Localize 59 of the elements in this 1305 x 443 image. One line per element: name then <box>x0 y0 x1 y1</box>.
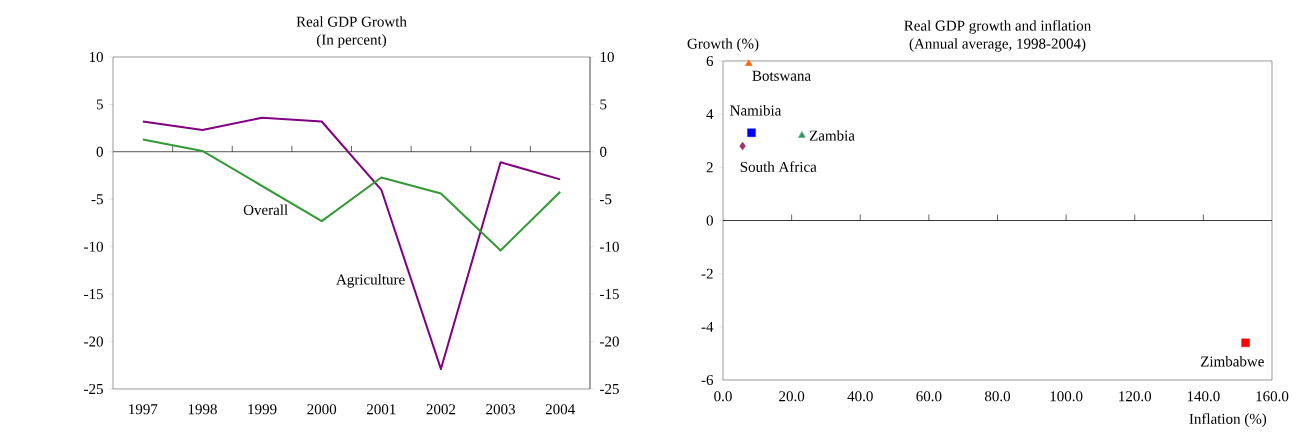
y-tick-label: -5 <box>91 194 103 205</box>
y-tick-label: 4 <box>706 109 714 120</box>
y-tick-label: 5 <box>96 99 103 110</box>
series-label: Agriculture <box>336 274 405 288</box>
y-tick-label: -10 <box>84 241 103 252</box>
x-tick-label: 160.0 <box>1256 391 1289 402</box>
x-tick-label: 1999 <box>248 404 277 415</box>
y-tick-label: -20 <box>84 336 103 347</box>
y2-tick-label: -20 <box>600 336 619 347</box>
x-tick-label: 100.0 <box>1050 391 1083 402</box>
y-tick-label: 0 <box>96 146 103 157</box>
x-tick-label: 20.0 <box>779 391 805 402</box>
series-label: Zimbabwe <box>1200 355 1264 367</box>
y2-tick-label: -15 <box>600 289 619 300</box>
y-tick-label: -6 <box>701 374 714 386</box>
x-tick-label: 80.0 <box>984 391 1011 402</box>
point <box>739 141 746 151</box>
y-tick-label: 6 <box>706 55 714 67</box>
x-tick-label: 0.0 <box>714 391 732 402</box>
point <box>747 128 756 137</box>
y-tick-label: -25 <box>84 383 103 395</box>
y-tick-label: -4 <box>701 321 714 332</box>
series-label: Botswana <box>752 70 811 81</box>
x-tick-label: 1998 <box>188 404 217 415</box>
y-tick-label: 10 <box>89 51 103 63</box>
series-label: Overall <box>243 204 288 215</box>
point <box>745 59 753 66</box>
x-tick-label: 2004 <box>545 404 575 415</box>
x-tick-label: 1997 <box>129 404 158 415</box>
y2-tick-label: -25 <box>600 383 619 395</box>
series-label: Namibia <box>730 105 782 116</box>
y-tick-label: -2 <box>701 268 713 279</box>
x-tick-label: 2001 <box>366 404 396 415</box>
y2-tick-label: 5 <box>600 99 607 110</box>
chart-subtitle: (Annual average, 1998-2004) <box>909 38 1086 52</box>
x-tick-label: 40.0 <box>847 391 873 402</box>
y-axis-title: Growth (%) <box>687 38 759 52</box>
x-tick-label: 2000 <box>307 404 337 415</box>
y2-tick-label: 0 <box>600 146 607 157</box>
y2-tick-label: 10 <box>600 51 614 63</box>
x-tick-label: 120.0 <box>1119 391 1152 402</box>
point <box>798 131 806 138</box>
x-tick-label: 2003 <box>486 404 515 415</box>
y-tick-label: 2 <box>706 162 713 173</box>
x-tick-label: 2002 <box>426 404 456 415</box>
y2-tick-label: -10 <box>600 241 619 252</box>
line-series <box>141 116 562 371</box>
y-tick-label: -15 <box>84 289 103 300</box>
chart-title: Real GDP growth and inflation <box>904 19 1092 34</box>
y2-tick-label: -5 <box>600 194 612 205</box>
y-tick-label: 0 <box>706 215 713 226</box>
x-axis-title: Inflation (%) <box>1189 413 1267 427</box>
x-tick-label: 140.0 <box>1187 391 1220 402</box>
chart-subtitle: (In percent) <box>316 34 387 48</box>
series-label: South Africa <box>740 161 817 172</box>
x-tick-label: 60.0 <box>916 391 942 402</box>
chart-title: Real GDP Growth <box>296 16 407 27</box>
series-label: Zambia <box>809 130 855 141</box>
point <box>1241 338 1250 347</box>
